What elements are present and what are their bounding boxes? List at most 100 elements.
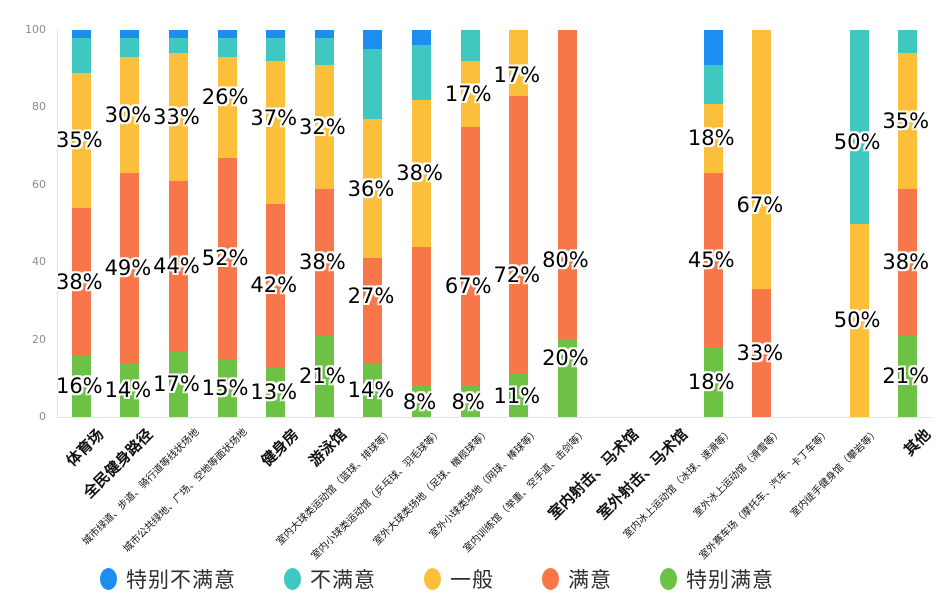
bar-segment (363, 30, 383, 50)
percent-label: 11% (493, 383, 541, 408)
y-tick-label: 40 (32, 255, 46, 269)
bar-segment (266, 204, 286, 367)
bar-segment (169, 351, 189, 417)
bar-segment (557, 30, 577, 340)
legend-label: 不满意 (310, 568, 376, 592)
percent-label: 49% (104, 256, 152, 280)
y-tick-label: 80 (32, 100, 46, 114)
bar-segment (412, 246, 432, 387)
bar-segment (314, 37, 334, 65)
percent-label: 21% (299, 364, 346, 389)
bar-segment (752, 289, 772, 417)
x-axis-label: 其他 (899, 425, 934, 460)
percent-label: 35% (55, 128, 103, 153)
percent-label: 35% (882, 108, 930, 133)
plot-area (57, 30, 933, 418)
bar-segment (703, 64, 723, 104)
bar-segment (169, 37, 189, 54)
percent-label: 72% (493, 263, 541, 288)
percent-label: 17% (444, 81, 492, 106)
bar-segment (71, 30, 91, 38)
bar-segment (460, 30, 480, 61)
legend-marker-icon (542, 568, 559, 590)
percent-label: 36% (347, 176, 395, 201)
bar-segment (509, 95, 529, 375)
legend-label: 特别满意 (686, 568, 774, 592)
bar-segment (169, 180, 189, 352)
bar-segment (849, 223, 869, 417)
bar-segment (703, 347, 723, 417)
legend-marker-icon (424, 568, 441, 590)
legend-label: 特别不满意 (126, 568, 236, 592)
legend-marker-icon (284, 568, 301, 590)
percent-label: 20% (542, 346, 589, 371)
x-axis-label: 室外冰上运动馆（滑雪等） (691, 426, 785, 520)
legend-label: 满意 (568, 568, 612, 592)
legend-item: 特别满意 (660, 564, 774, 594)
percent-label: 80% (542, 247, 589, 272)
bar-segment (412, 30, 432, 46)
percent-label: 67% (736, 192, 784, 217)
percent-label: 38% (55, 269, 103, 294)
bar-segment (314, 335, 334, 417)
bar-segment (363, 49, 383, 119)
percent-label: 38% (299, 250, 346, 275)
bar-segment (363, 362, 383, 417)
bar-segment (217, 358, 237, 417)
bar-segment (217, 30, 237, 38)
y-tick-label: 60 (32, 177, 46, 191)
legend-item: 满意 (542, 564, 612, 594)
percent-label: 38% (396, 161, 443, 186)
percent-label: 18% (687, 370, 735, 395)
legend: 特别不满意 不满意 一般 满意 特别满意 (100, 564, 774, 594)
percent-label: 26% (201, 85, 249, 110)
bar-segment (898, 335, 918, 417)
bar-segment (266, 60, 286, 205)
legend-item: 不满意 (284, 564, 376, 594)
bar-segment (266, 366, 286, 417)
bar-segment (169, 53, 189, 181)
bar-segment (71, 72, 91, 208)
percent-label: 15% (201, 375, 249, 400)
y-tick-label: 20 (32, 332, 46, 346)
legend-item: 特别不满意 (100, 564, 236, 594)
percent-label: 45% (687, 248, 735, 273)
percent-label: 33% (736, 341, 784, 366)
percent-label: 50% (833, 129, 881, 154)
bar-segment (314, 30, 334, 38)
percent-label: 44% (153, 254, 200, 279)
bar-segment (266, 37, 286, 61)
percent-label: 52% (201, 246, 249, 271)
bar-segment (412, 99, 432, 247)
bar-segment (314, 64, 334, 189)
bar-segment (752, 30, 772, 290)
bar-segment (898, 53, 918, 189)
bar-segment (460, 386, 480, 417)
legend-marker-icon (100, 568, 117, 590)
legend-item: 一般 (424, 564, 494, 594)
bar-segment (120, 173, 140, 363)
percent-label: 67% (444, 274, 492, 299)
bar-segment (71, 208, 91, 356)
bar-segment (460, 60, 480, 127)
percent-label: 30% (104, 103, 152, 128)
percent-label: 32% (299, 114, 346, 139)
y-tick-label: 100 (25, 23, 46, 36)
bar-segment (120, 362, 140, 417)
bar-segment (71, 37, 91, 73)
percent-label: 18% (687, 126, 735, 151)
bar-segment (363, 258, 383, 363)
bar-segment (703, 30, 723, 65)
bar-segment (849, 30, 869, 224)
bar-segment (898, 188, 918, 336)
y-tick-label: 0 (39, 410, 46, 423)
percent-label: 17% (493, 62, 541, 87)
bar-segment (217, 37, 237, 58)
bar-segment (120, 37, 140, 58)
percent-label: 8% (451, 389, 485, 414)
percent-label: 17% (153, 372, 200, 397)
percent-label: 21% (882, 364, 930, 389)
bar-segment (266, 30, 286, 38)
percent-label: 14% (104, 377, 152, 402)
percent-label: 14% (347, 377, 395, 402)
